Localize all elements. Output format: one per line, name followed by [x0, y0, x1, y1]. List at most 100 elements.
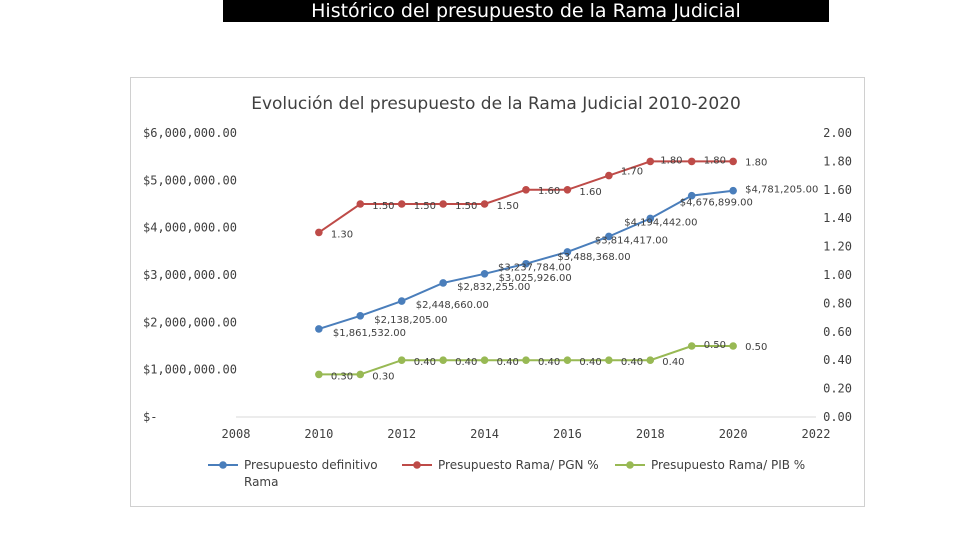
- data-label-presupuesto-definitivo-rama: $1,861,532.00: [333, 328, 406, 339]
- y-left-tick-label: $4,000,000.00: [143, 221, 237, 235]
- data-point-presupuesto-rama-pib: [729, 342, 737, 350]
- data-point-presupuesto-definitivo-rama: [563, 248, 572, 256]
- data-point-presupuesto-rama-pgn: [439, 200, 447, 208]
- y-right-tick-label: 1.00: [823, 268, 852, 282]
- data-label-presupuesto-rama-pgn: 1.50: [414, 201, 436, 212]
- legend-marker-presupuesto-definitivo-rama: [219, 461, 227, 469]
- legend-marker-presupuesto-rama-pgn: [413, 461, 421, 469]
- data-label-presupuesto-rama-pib: 0.40: [414, 357, 436, 368]
- data-label-presupuesto-rama-pgn: 1.30: [331, 229, 353, 240]
- data-label-presupuesto-rama-pgn: 1.50: [497, 201, 519, 212]
- data-point-presupuesto-definitivo-rama: [439, 279, 447, 287]
- x-tick-label: 2016: [553, 427, 582, 441]
- legend-label-presupuesto-rama-pgn: Presupuesto Rama/ PGN %: [438, 458, 599, 472]
- data-point-presupuesto-rama-pib: [439, 356, 447, 365]
- data-label-presupuesto-definitivo-rama: $2,832,255.00: [457, 282, 530, 293]
- data-label-presupuesto-definitivo-rama: $4,781,205.00: [745, 185, 818, 196]
- data-label-presupuesto-definitivo-rama: $3,025,926.00: [499, 273, 572, 284]
- data-label-presupuesto-rama-pgn: 1.60: [579, 187, 601, 198]
- data-label-presupuesto-definitivo-rama: $4,194,442.00: [624, 217, 697, 228]
- y-left-tick-label: $2,000,000.00: [143, 315, 237, 329]
- data-point-presupuesto-definitivo-rama: [522, 259, 530, 268]
- data-point-presupuesto-rama-pib: [315, 370, 323, 379]
- data-point-presupuesto-rama-pib: [687, 342, 696, 350]
- data-point-presupuesto-definitivo-rama: [687, 191, 696, 200]
- data-label-presupuesto-rama-pib: 0.30: [372, 371, 394, 382]
- data-label-presupuesto-rama-pgn: 1.70: [621, 167, 643, 178]
- data-label-presupuesto-definitivo-rama: $2,448,660.00: [416, 300, 489, 311]
- data-point-presupuesto-rama-pgn: [605, 171, 613, 180]
- data-point-presupuesto-rama-pib: [522, 356, 530, 365]
- legend-label-presupuesto-definitivo-rama: Presupuesto definitivo Rama: [244, 458, 378, 489]
- banner-title: Histórico del presupuesto de la Rama Jud…: [223, 0, 829, 22]
- data-label-presupuesto-rama-pib: 0.40: [497, 357, 519, 368]
- data-point-presupuesto-definitivo-rama: [356, 311, 365, 320]
- data-label-presupuesto-definitivo-rama: $2,138,205.00: [374, 315, 447, 326]
- data-point-presupuesto-rama-pib: [646, 356, 655, 365]
- x-tick-label: 2022: [802, 427, 831, 441]
- y-right-tick-label: 0.00: [823, 410, 852, 424]
- chart-title: Evolución del presupuesto de la Rama Jud…: [251, 94, 741, 114]
- y-right-tick-label: 1.80: [823, 154, 852, 168]
- x-tick-label: 2020: [719, 427, 748, 441]
- legend-marker-presupuesto-rama-pib: [626, 461, 634, 469]
- data-label-presupuesto-rama-pib: 0.40: [538, 357, 560, 368]
- data-label-presupuesto-rama-pgn: 1.50: [455, 201, 477, 212]
- y-right-tick-label: 0.80: [823, 296, 852, 310]
- data-point-presupuesto-rama-pib: [397, 356, 406, 365]
- data-label-presupuesto-rama-pib: 0.50: [745, 342, 767, 353]
- data-point-presupuesto-rama-pib: [563, 356, 572, 365]
- y-left-tick-label: $1,000,000.00: [143, 363, 237, 377]
- data-point-presupuesto-rama-pgn: [522, 186, 530, 194]
- y-left-tick-label: $6,000,000.00: [143, 126, 237, 140]
- y-right-tick-label: 1.60: [823, 183, 852, 197]
- data-label-presupuesto-rama-pgn: 1.50: [372, 201, 394, 212]
- data-point-presupuesto-rama-pgn: [687, 157, 696, 166]
- y-right-tick-label: 0.60: [823, 325, 852, 339]
- y-right-tick-label: 0.40: [823, 353, 852, 367]
- data-label-presupuesto-definitivo-rama: $3,488,368.00: [557, 252, 630, 263]
- data-label-presupuesto-rama-pgn: 1.80: [660, 155, 682, 166]
- data-label-presupuesto-rama-pib: 0.40: [662, 357, 684, 368]
- data-point-presupuesto-rama-pgn: [480, 200, 489, 208]
- y-left-tick-label: $3,000,000.00: [143, 268, 237, 282]
- legend-label-presupuesto-rama-pib: Presupuesto Rama/ PIB %: [651, 458, 805, 472]
- data-point-presupuesto-rama-pgn: [315, 228, 323, 237]
- data-point-presupuesto-rama-pgn: [729, 157, 737, 166]
- y-left-tick-label: $5,000,000.00: [143, 173, 237, 187]
- y-right-tick-label: 1.20: [823, 240, 852, 254]
- data-label-presupuesto-definitivo-rama: $3,237,784.00: [498, 263, 571, 274]
- data-point-presupuesto-rama-pib: [605, 356, 613, 365]
- data-point-presupuesto-definitivo-rama: [646, 214, 655, 223]
- y-right-tick-label: 2.00: [823, 126, 852, 140]
- data-point-presupuesto-rama-pgn: [397, 200, 406, 208]
- data-label-presupuesto-rama-pib: 0.40: [455, 357, 477, 368]
- y-right-tick-label: 1.40: [823, 211, 852, 225]
- data-point-presupuesto-definitivo-rama: [315, 325, 323, 333]
- x-tick-label: 2018: [636, 427, 665, 441]
- data-point-presupuesto-definitivo-rama: [605, 232, 613, 241]
- data-point-presupuesto-rama-pgn: [646, 157, 655, 166]
- data-point-presupuesto-rama-pgn: [563, 186, 572, 194]
- data-label-presupuesto-definitivo-rama: $4,676,899.00: [680, 198, 753, 209]
- data-point-presupuesto-definitivo-rama: [397, 297, 406, 305]
- x-tick-label: 2012: [387, 427, 416, 441]
- data-label-presupuesto-rama-pib: 0.50: [704, 340, 726, 351]
- y-right-tick-label: 0.20: [823, 382, 852, 396]
- data-point-presupuesto-definitivo-rama: [729, 186, 737, 195]
- chart-frame: [130, 77, 865, 507]
- data-label-presupuesto-rama-pib: 0.30: [331, 371, 353, 382]
- data-point-presupuesto-rama-pib: [356, 370, 365, 379]
- y-left-tick-label: $-: [143, 410, 157, 424]
- data-label-presupuesto-rama-pgn: 1.80: [704, 155, 726, 166]
- data-point-presupuesto-rama-pgn: [356, 200, 365, 208]
- data-label-presupuesto-rama-pib: 0.40: [579, 357, 601, 368]
- x-tick-label: 2008: [222, 427, 251, 441]
- data-point-presupuesto-rama-pib: [480, 356, 489, 365]
- data-label-presupuesto-rama-pib: 0.40: [621, 357, 643, 368]
- x-tick-label: 2010: [304, 427, 333, 441]
- data-point-presupuesto-definitivo-rama: [480, 269, 489, 278]
- x-tick-label: 2014: [470, 427, 499, 441]
- data-label-presupuesto-rama-pgn: 1.80: [745, 157, 767, 168]
